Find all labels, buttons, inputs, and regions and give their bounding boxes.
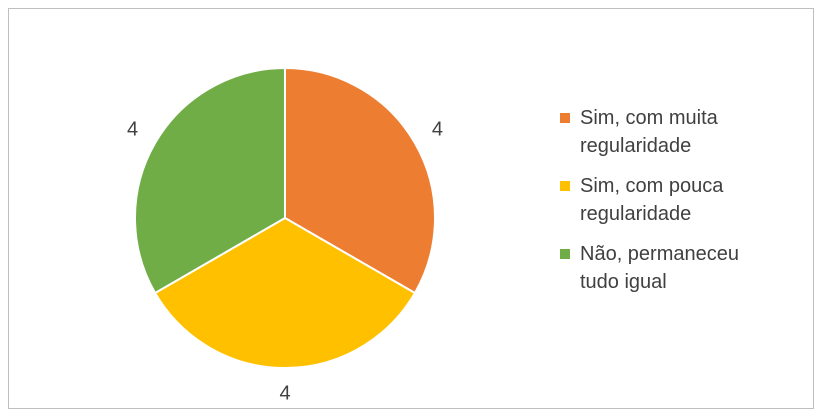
data-label: 4 [279, 382, 290, 404]
chart-frame [8, 8, 814, 409]
data-label: 4 [127, 118, 138, 140]
legend-swatch [560, 113, 570, 123]
legend-item: Sim, com pouca regularidade [556, 172, 771, 228]
legend-label: Sim, com muita regularidade [580, 107, 718, 157]
legend-swatch [560, 181, 570, 191]
legend-label: Não, permaneceu tudo igual [580, 243, 739, 293]
pie-slice [284, 66, 436, 295]
pie-slice [134, 66, 286, 295]
legend-item: Sim, com muita regularidade [556, 104, 771, 160]
legend: Sim, com muita regularidade Sim, com pouc… [556, 104, 771, 308]
data-label: 4 [432, 118, 443, 140]
pie-slice [153, 216, 417, 369]
legend-item: Não, permaneceu tudo igual [556, 240, 771, 296]
legend-swatch [560, 249, 570, 259]
legend-label: Sim, com pouca regularidade [580, 175, 724, 225]
